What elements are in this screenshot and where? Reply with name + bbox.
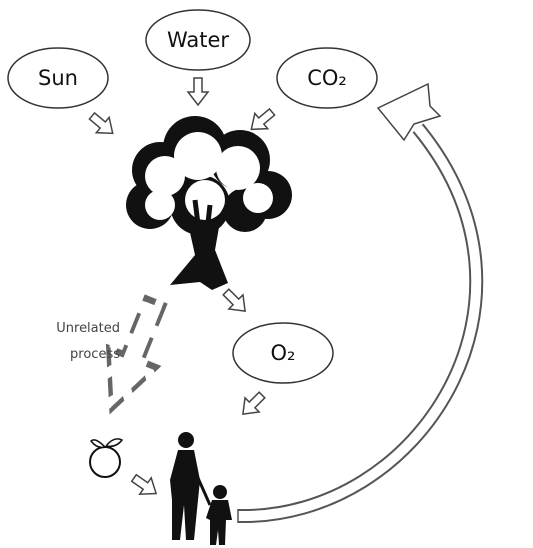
arrow [187,77,209,106]
arrow [84,107,120,142]
co2-label: CO₂ [307,66,347,90]
tree [126,116,292,290]
o2-label: O₂ [271,341,296,365]
cycle-arrow [232,82,484,524]
arrow [235,387,270,422]
o2-bubble [232,322,334,384]
note-line: Unrelated [56,321,120,336]
arrow [127,469,163,503]
arrow [218,284,253,319]
sun-bubble [7,47,109,109]
apple [89,438,124,478]
note-line: process [70,347,120,362]
people [170,432,232,545]
water-bubble [145,9,251,71]
water-label: Water [167,28,229,52]
co2-bubble [276,47,378,109]
sun-label: Sun [38,66,78,90]
